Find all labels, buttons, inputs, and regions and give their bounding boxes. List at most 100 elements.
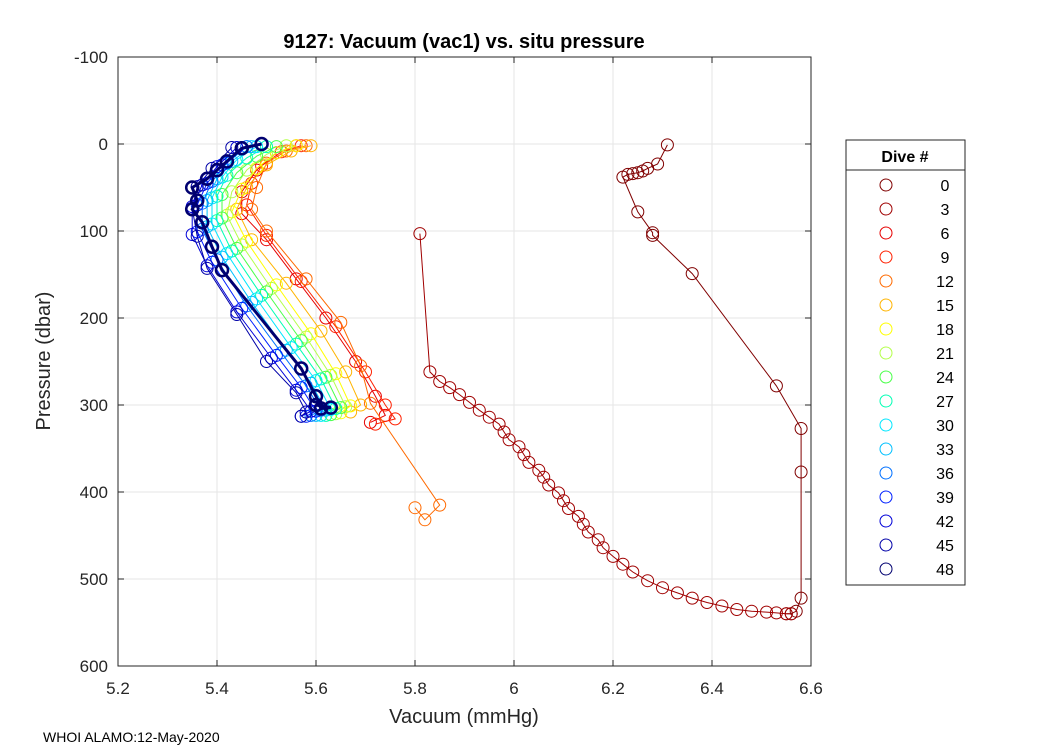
data-point — [522, 455, 536, 469]
data-point — [299, 139, 313, 153]
data-point — [260, 233, 273, 247]
data-point — [200, 261, 214, 275]
data-point — [779, 607, 793, 621]
series-line — [246, 145, 397, 425]
legend-entry-label: 39 — [936, 490, 954, 507]
legend-entry-label: 3 — [941, 202, 950, 219]
legend-marker — [879, 202, 893, 216]
data-point — [368, 389, 382, 403]
data-point — [408, 501, 422, 515]
x-tick-label: 6.4 — [700, 679, 724, 698]
data-point — [363, 396, 377, 410]
data-point — [591, 533, 605, 547]
data-point — [631, 166, 645, 180]
y-axis-label: Pressure (dbar) — [33, 292, 55, 431]
y-tick-label: 600 — [80, 657, 108, 676]
data-point — [596, 541, 610, 555]
data-point — [289, 386, 303, 400]
data-point — [670, 586, 684, 600]
legend-marker — [879, 418, 893, 432]
data-point — [542, 478, 556, 492]
data-point — [571, 509, 585, 523]
data-point — [204, 239, 220, 254]
data-point — [497, 425, 511, 439]
data-point — [537, 470, 551, 484]
legend-entry-label: 33 — [936, 442, 954, 459]
data-point — [794, 591, 808, 605]
y-tick-label: 500 — [80, 570, 108, 589]
legend-title: Dive # — [881, 149, 928, 166]
data-point — [344, 399, 358, 413]
legend-entry-label: 30 — [936, 418, 954, 435]
data-point — [368, 417, 382, 431]
data-point — [388, 412, 402, 426]
y-tick-label: 400 — [80, 483, 108, 502]
legend-marker — [879, 538, 893, 552]
data-point — [230, 308, 244, 321]
data-point — [745, 604, 759, 618]
data-point — [354, 398, 368, 412]
data-point — [378, 398, 392, 412]
data-point — [185, 228, 199, 241]
data-point — [215, 188, 229, 201]
data-point — [413, 227, 427, 241]
data-point — [463, 395, 476, 409]
legend-marker — [879, 226, 893, 240]
data-point — [502, 433, 516, 447]
data-point — [472, 403, 486, 417]
data-point — [576, 517, 590, 531]
legend-marker — [879, 250, 893, 264]
data-point — [323, 400, 339, 415]
data-point — [190, 229, 204, 243]
data-point — [581, 525, 595, 539]
y-tick-label: 0 — [99, 135, 108, 154]
data-point — [443, 381, 457, 395]
data-point — [194, 215, 210, 230]
x-tick-label: 5.4 — [205, 679, 229, 698]
data-point — [308, 389, 324, 404]
legend-marker — [879, 274, 893, 288]
series-15 — [230, 139, 368, 419]
data-point — [552, 486, 565, 500]
data-point — [319, 311, 333, 325]
data-point — [532, 463, 546, 477]
legend-entry-label: 0 — [941, 178, 950, 195]
data-point — [715, 599, 729, 613]
data-point — [334, 315, 348, 329]
data-point — [631, 205, 645, 219]
data-point — [184, 202, 200, 217]
data-point — [184, 180, 200, 195]
data-point — [299, 405, 313, 419]
legend-box — [845, 139, 966, 586]
data-point — [769, 606, 783, 620]
data-point — [433, 375, 447, 388]
data-point — [482, 410, 496, 424]
data-point — [329, 320, 343, 334]
data-point — [418, 513, 432, 527]
y-tick-label: 100 — [80, 222, 108, 241]
y-tick-label: 200 — [80, 309, 108, 328]
data-point — [656, 581, 669, 595]
series-line — [251, 145, 441, 521]
footer-text: WHOI ALAMO:12-May-2020 — [43, 729, 220, 745]
data-point — [289, 139, 303, 153]
series-48 — [184, 136, 339, 416]
data-point — [794, 422, 808, 435]
data-point — [200, 259, 214, 273]
data-point — [517, 448, 531, 462]
legend-entry-label: 9 — [941, 250, 950, 267]
legend-entry-label: 6 — [941, 226, 950, 243]
data-point — [646, 228, 660, 242]
legend-entry-label: 45 — [936, 538, 954, 555]
legend-marker — [879, 562, 893, 576]
data-point — [641, 574, 655, 588]
data-point — [299, 272, 313, 286]
data-point — [230, 305, 244, 319]
data-point — [646, 226, 660, 240]
data-point — [423, 365, 437, 379]
data-point — [299, 330, 313, 344]
data-point — [264, 351, 278, 365]
series-3 — [413, 227, 798, 621]
data-point — [616, 170, 630, 184]
